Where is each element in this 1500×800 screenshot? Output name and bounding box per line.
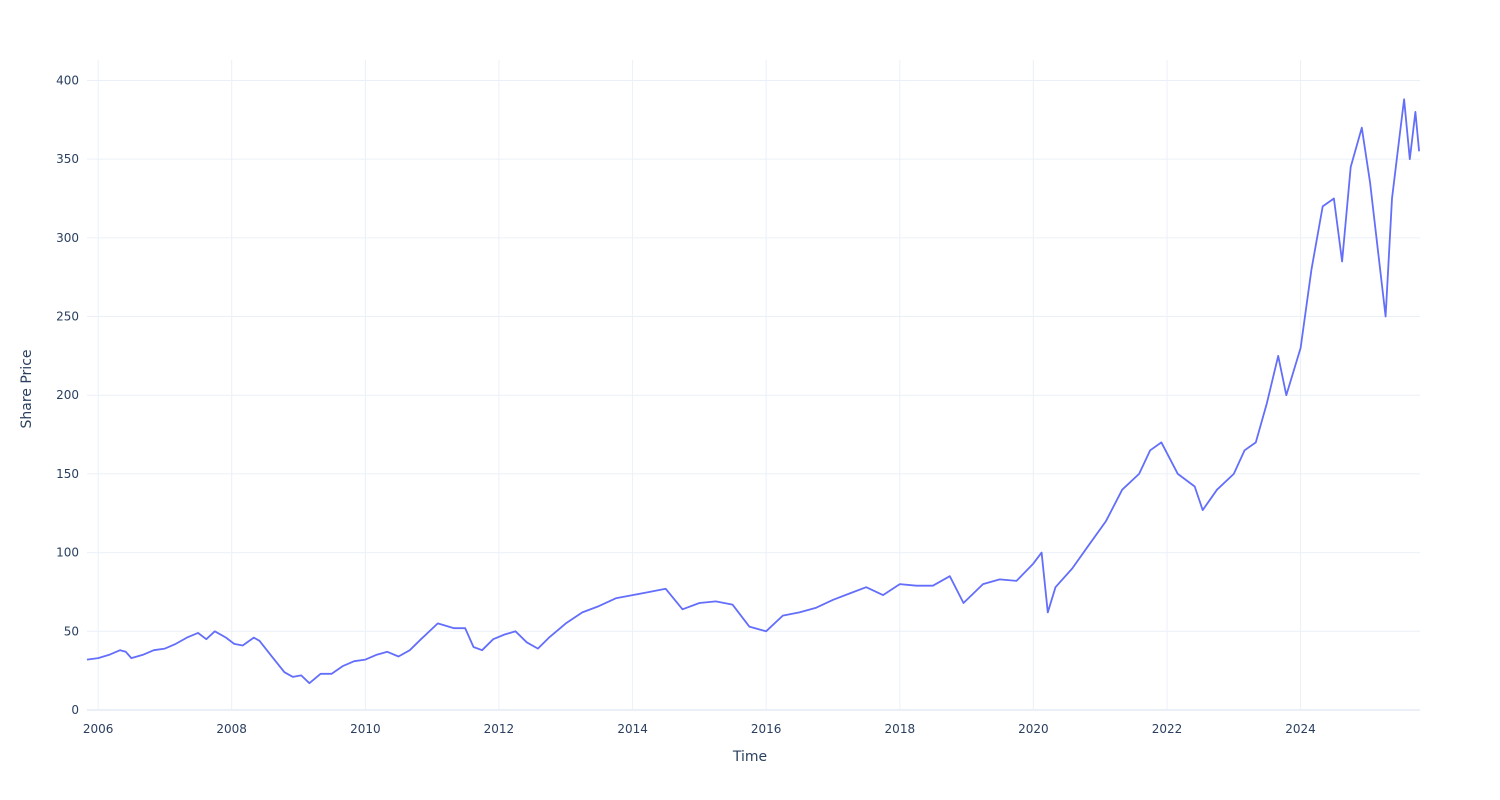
y-tick-label: 50 bbox=[64, 624, 79, 638]
y-tick-label: 250 bbox=[56, 310, 79, 324]
x-tick-label: 2010 bbox=[350, 722, 381, 736]
x-axis-title: Time bbox=[732, 749, 767, 765]
x-tick-label: 2022 bbox=[1152, 722, 1183, 736]
y-tick-label: 200 bbox=[56, 388, 79, 402]
share-price-line bbox=[86, 98, 1420, 685]
grid-layer bbox=[87, 60, 1420, 711]
x-tick-label: 2018 bbox=[885, 722, 916, 736]
line-layer bbox=[86, 98, 1420, 685]
x-tick-label: 2008 bbox=[216, 722, 247, 736]
x-tick-label: 2016 bbox=[751, 722, 782, 736]
y-tick-label: 0 bbox=[71, 703, 79, 717]
x-tick-label: 2020 bbox=[1018, 722, 1049, 736]
y-tick-label: 150 bbox=[56, 467, 79, 481]
y-tick-label: 350 bbox=[56, 152, 79, 166]
y-tick-label: 100 bbox=[56, 546, 79, 560]
y-tick-label: 400 bbox=[56, 73, 79, 87]
x-tick-label: 2012 bbox=[484, 722, 515, 736]
x-axis-ticks: 2006 2008 2010 2012 2014 2016 2018 2020 2022 2024 bbox=[83, 722, 1316, 736]
x-tick-label: 2024 bbox=[1285, 722, 1316, 736]
x-tick-label: 2014 bbox=[617, 722, 648, 736]
y-axis-ticks: 0 50 100 150 200 250 300 350 400 bbox=[56, 73, 79, 717]
y-tick-label: 300 bbox=[56, 231, 79, 245]
y-axis-title: Share Price bbox=[19, 349, 35, 428]
x-tick-label: 2006 bbox=[83, 722, 114, 736]
